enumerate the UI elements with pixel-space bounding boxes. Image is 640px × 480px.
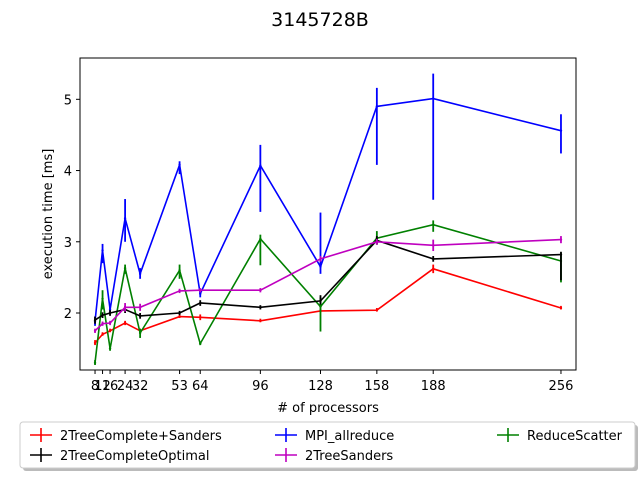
legend-label: 2TreeCompleteOptimal (60, 449, 209, 464)
data-point (375, 240, 379, 243)
y-axis: 2 3 4 5 (64, 93, 80, 322)
data-point (101, 322, 104, 325)
data-point (178, 289, 181, 293)
data-point (108, 308, 112, 311)
data-point (432, 223, 435, 226)
legend-label: 2TreeSanders (305, 449, 393, 464)
data-point (559, 238, 563, 241)
y-axis-label: execution time [ms] (41, 149, 56, 280)
series-group (93, 73, 563, 326)
x-tick-label: 12 (94, 379, 111, 394)
data-point (178, 163, 181, 167)
legend: 2TreeComplete+Sanders MPI_allreduce Reduce… (19, 421, 638, 471)
series-group (93, 220, 563, 366)
data-point (199, 316, 202, 319)
x-tick-label: 32 (132, 379, 149, 394)
series-line (94, 223, 562, 363)
series-line (94, 267, 562, 344)
data-point (199, 342, 202, 345)
data-point (319, 299, 322, 303)
data-point (259, 319, 262, 323)
plot-area (79, 57, 577, 371)
data-point (259, 289, 262, 292)
data-point (93, 341, 97, 345)
x-tick-label: 24 (117, 379, 134, 394)
data-point (178, 269, 181, 272)
data-point (108, 311, 112, 315)
data-point (138, 331, 142, 335)
y-tick-label: 2 (64, 307, 72, 322)
data-point (138, 314, 142, 318)
x-tick-label: 8 (91, 379, 99, 394)
y-tick-label: 4 (64, 165, 72, 180)
data-point (93, 361, 97, 365)
data-point (319, 305, 322, 308)
x-axis-label: # of processors (277, 401, 379, 416)
data-point (432, 257, 435, 261)
data-point (432, 244, 435, 247)
series-group (93, 236, 563, 324)
data-point (101, 249, 104, 252)
series-line (94, 239, 562, 321)
x-tick-label: 64 (192, 379, 209, 394)
data-point (559, 306, 563, 310)
x-tick-label: 256 (549, 379, 574, 394)
data-point (108, 347, 112, 350)
y-tick-label: 5 (64, 93, 72, 108)
data-point (101, 333, 104, 336)
data-point (178, 311, 181, 315)
data-point (559, 253, 563, 256)
legend-label: 2TreeComplete+Sanders (60, 429, 222, 444)
data-point (93, 318, 97, 322)
data-point (259, 164, 262, 167)
y-tick-label: 3 (64, 236, 72, 251)
data-point (101, 297, 104, 300)
series-layer (93, 73, 563, 366)
series-line (94, 238, 562, 332)
data-point (101, 313, 104, 317)
data-point (108, 329, 112, 333)
data-point (199, 289, 202, 292)
data-point (199, 301, 202, 305)
data-point (432, 267, 435, 271)
chart-title: 3145728B (271, 9, 369, 31)
data-point (108, 321, 112, 325)
data-point (123, 266, 127, 270)
data-point (559, 129, 563, 132)
data-point (375, 105, 379, 108)
data-point (319, 257, 322, 261)
data-point (432, 97, 435, 100)
data-point (93, 329, 97, 333)
legend-label: MPI_allreduce (305, 429, 394, 444)
x-tick-label: 158 (364, 379, 389, 394)
x-tick-label: 188 (421, 379, 446, 394)
data-point (123, 217, 127, 220)
legend-box (19, 421, 636, 469)
data-point (199, 292, 202, 295)
x-tick-label: 96 (252, 379, 269, 394)
x-tick-label: 53 (171, 379, 188, 394)
data-point (375, 308, 379, 312)
data-point (319, 265, 322, 268)
data-point (178, 315, 181, 318)
data-point (123, 306, 127, 309)
x-tick-label: 128 (308, 379, 333, 394)
legend-label: ReduceScatter (527, 429, 623, 444)
data-point (138, 306, 142, 309)
data-point (138, 272, 142, 276)
series-group (93, 236, 563, 333)
data-point (259, 306, 262, 309)
x-tick-label: 16 (102, 379, 119, 394)
data-point (259, 237, 262, 241)
series-line (94, 97, 562, 322)
data-point (123, 321, 127, 325)
